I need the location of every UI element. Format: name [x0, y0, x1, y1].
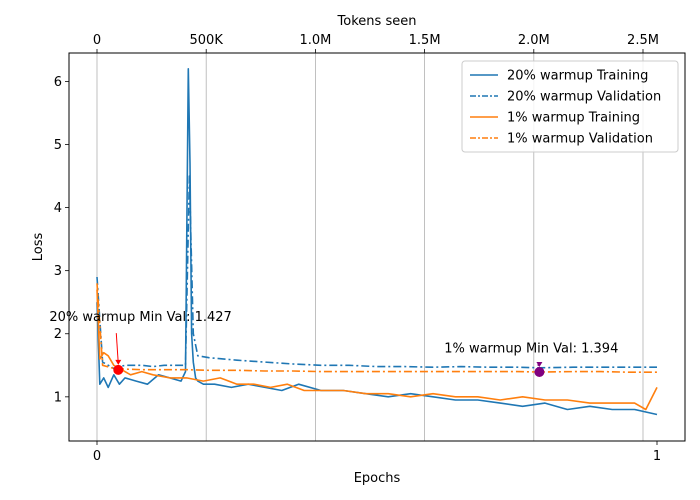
- annotation-arrow-0: [115, 333, 119, 364]
- legend-entry-2: 1% warmup Training: [507, 111, 640, 126]
- y-tick-label: 5: [54, 138, 62, 153]
- annotation-text-0: 20% warmup Min Val: 1.427: [49, 310, 231, 325]
- series-line-1: [96, 175, 657, 370]
- top-tick-label: 1.5M: [409, 33, 441, 48]
- series-line-2: [96, 289, 658, 411]
- y-tick-label: 1: [54, 390, 62, 405]
- y-tick-label: 4: [54, 201, 62, 216]
- legend-entry-0: 20% warmup Training: [507, 69, 648, 84]
- min-val-marker-1: [534, 366, 545, 377]
- top-tick-label: 1.0M: [299, 33, 331, 48]
- top-tick-label: 0: [93, 33, 101, 48]
- annotations: 20% warmup Min Val: 1.427 1% warmup Min V…: [49, 310, 618, 377]
- legend-entry-1: 20% warmup Validation: [507, 90, 661, 105]
- annotation-arrowhead-1: [536, 361, 543, 367]
- x-tick-label: 0: [93, 449, 101, 464]
- y-tick-label: 2: [54, 327, 62, 342]
- series-line-0: [96, 68, 658, 416]
- plot-frame: [68, 52, 686, 442]
- top-tick-label: 500K: [190, 33, 224, 48]
- x-axis-label: Epochs: [354, 471, 401, 486]
- y-axis-label: Loss: [31, 233, 46, 262]
- series-lines: [96, 68, 658, 416]
- top-tick-label: 2.5M: [627, 33, 659, 48]
- y-tick-label: 3: [54, 264, 62, 279]
- top-axis-label: Tokens seen: [337, 14, 417, 29]
- x-tick-label: 1: [653, 449, 661, 464]
- annotation-text-1: 1% warmup Min Val: 1.394: [444, 342, 618, 357]
- min-val-marker-0: [113, 364, 124, 375]
- legend: 20% warmup Training 20% warmup Validation…: [461, 60, 679, 153]
- series-line-3: [96, 283, 657, 374]
- annotation-arrowhead-0: [115, 359, 122, 365]
- y-tick-label: 6: [54, 75, 62, 90]
- top-tick-label: 2.0M: [518, 33, 550, 48]
- legend-box: [461, 60, 679, 153]
- axes: 0 500K 1.0M 1.5M 2.0M 2.5M 0 1 1 2 3 4 5 6: [54, 33, 661, 464]
- legend-entry-3: 1% warmup Validation: [507, 132, 653, 147]
